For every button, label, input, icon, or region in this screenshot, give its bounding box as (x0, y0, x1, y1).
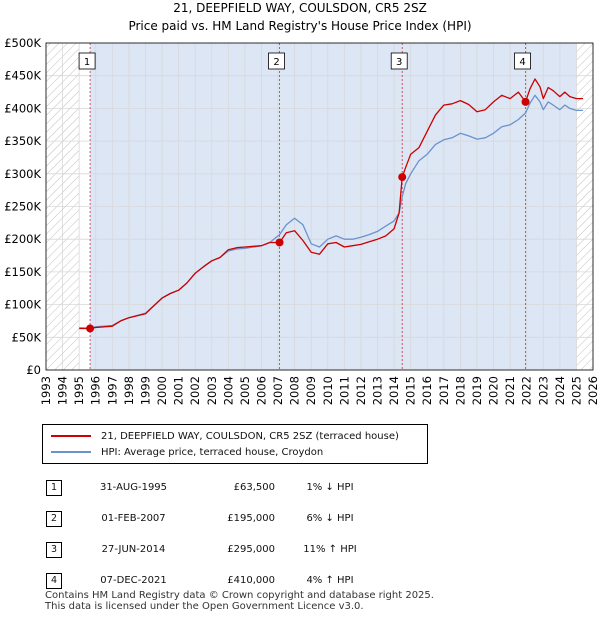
property-price-line (79, 78, 584, 330)
legend-label-hpi: HPI: Average price, terraced house, Croy… (101, 446, 324, 458)
x-tick-label: 1995 (72, 376, 86, 405)
x-tick-label: 2024 (553, 376, 567, 405)
x-tick-label: 2002 (188, 376, 202, 405)
x-tick-label: 2008 (288, 376, 302, 405)
x-tick-label: 2006 (254, 376, 268, 405)
sale-point (275, 238, 284, 247)
x-tick-label: 1993 (39, 376, 53, 405)
sale-hpi: 1% ↓ HPI (306, 482, 354, 493)
footer-copyright: Contains HM Land Registry data © Crown c… (45, 590, 434, 601)
x-tick-label: 2026 (586, 376, 600, 405)
y-tick-label: £250K (4, 200, 41, 214)
plot-border (45, 42, 594, 371)
sale-badge: 1 (46, 479, 62, 496)
y-tick-label: £500K (4, 36, 41, 50)
x-tick-label: 2018 (453, 376, 467, 405)
x-tick-label: 1998 (122, 376, 136, 405)
footer: Contains HM Land Registry data © Crown c… (45, 590, 434, 612)
chart-subtitle: Price paid vs. HM Land Registry's House … (128, 19, 471, 33)
table-row: 2 01-FEB-2007 £195,000 6% ↓ HPI (42, 503, 385, 534)
sale-badge-box (390, 52, 408, 70)
footer-licence: This data is licensed under the Open Gov… (45, 601, 364, 612)
sale-badge: 3 (46, 541, 62, 558)
chart-title: 21, DEEPFIELD WAY, COULSDON, CR5 2SZ (173, 1, 427, 15)
x-tick-label: 2005 (238, 376, 252, 405)
table-row: 4 07-DEC-2021 £410,000 4% ↑ HPI (42, 565, 385, 596)
x-tick-label: 2020 (487, 376, 501, 405)
y-tick-label: £150K (4, 265, 41, 279)
sale-point (86, 324, 95, 333)
x-tick-label: 1996 (89, 376, 103, 405)
y-tick-label: £200K (4, 232, 41, 246)
sale-date: 27-JUN-2014 (101, 544, 166, 555)
x-tick-label: 2001 (172, 376, 186, 405)
x-tick-label: 2025 (569, 376, 583, 405)
x-tick-label: 2014 (387, 376, 401, 405)
x-tick-label: 1997 (105, 376, 119, 405)
table-row: 3 27-JUN-2014 £295,000 11% ↑ HPI (42, 534, 385, 565)
sale-price: £195,000 (227, 513, 275, 524)
sale-badge: 2 (46, 510, 62, 527)
y-tick-label: £400K (4, 101, 41, 115)
sale-price: £63,500 (233, 482, 275, 493)
y-tick-label: £450K (4, 69, 41, 83)
x-tick-label: 1994 (56, 376, 70, 405)
sale-badge-number: 1 (84, 57, 90, 68)
x-tick-label: 2011 (337, 376, 351, 405)
sale-date: 01-FEB-2007 (101, 513, 166, 524)
x-tick-label: 2004 (221, 376, 235, 405)
x-tick-label: 2009 (304, 376, 318, 405)
sale-hpi: 4% ↑ HPI (306, 575, 354, 586)
sale-hpi: 11% ↑ HPI (303, 544, 357, 555)
x-tick-label: 2010 (321, 376, 335, 405)
sale-price: £295,000 (227, 544, 275, 555)
sale-date: 31-AUG-1995 (99, 482, 168, 493)
x-tick-label: 1999 (138, 376, 152, 405)
sale-badge-number: 2 (273, 57, 279, 68)
x-tick-label: 2007 (271, 376, 285, 405)
sales-table: 1 31-AUG-1995 £63,500 1% ↓ HPI 2 01-FEB-… (42, 472, 385, 596)
legend-item-hpi: HPI: Average price, terraced house, Croy… (51, 445, 323, 459)
sale-badge-box (514, 52, 531, 70)
legend: 21, DEEPFIELD WAY, COULSDON, CR5 2SZ (te… (42, 424, 428, 464)
legend-item-property: 21, DEEPFIELD WAY, COULSDON, CR5 2SZ (te… (51, 429, 399, 443)
table-row: 1 31-AUG-1995 £63,500 1% ↓ HPI (42, 472, 385, 503)
y-tick-label: £350K (4, 134, 41, 148)
x-tick-label: 2015 (404, 376, 418, 405)
sale-badge-number: 3 (396, 57, 402, 68)
legend-label-property: 21, DEEPFIELD WAY, COULSDON, CR5 2SZ (te… (101, 430, 399, 442)
y-tick-label: £100K (4, 298, 41, 312)
x-tick-label: 2019 (470, 376, 484, 405)
sale-badge-number: 4 (519, 57, 525, 68)
price-chart: 21, DEEPFIELD WAY, COULSDON, CR5 2SZ Pri… (4, 1, 600, 405)
x-tick-label: 2013 (371, 376, 385, 405)
sale-point (398, 173, 407, 182)
sale-date: 07-DEC-2021 (100, 575, 167, 586)
x-tick-label: 2017 (437, 376, 451, 405)
x-tick-label: 2021 (503, 376, 517, 405)
sale-hpi: 6% ↓ HPI (306, 513, 354, 524)
sale-price: £410,000 (227, 575, 275, 586)
x-tick-label: 2016 (420, 376, 434, 405)
x-tick-label: 2003 (205, 376, 219, 405)
sale-point (521, 97, 530, 106)
x-tick-label: 2012 (354, 376, 368, 405)
sale-badge-box (268, 52, 285, 70)
sale-badge: 4 (46, 572, 62, 589)
legend-swatch-red (51, 435, 91, 437)
x-tick-label: 2000 (155, 376, 169, 405)
sale-badge-box (78, 52, 96, 70)
x-tick-label: 2022 (520, 376, 534, 405)
x-tick-label: 2023 (536, 376, 550, 405)
legend-swatch-blue (51, 451, 91, 453)
y-tick-label: £50K (12, 330, 42, 344)
y-tick-label: £0 (26, 363, 41, 377)
y-tick-label: £300K (4, 167, 41, 181)
